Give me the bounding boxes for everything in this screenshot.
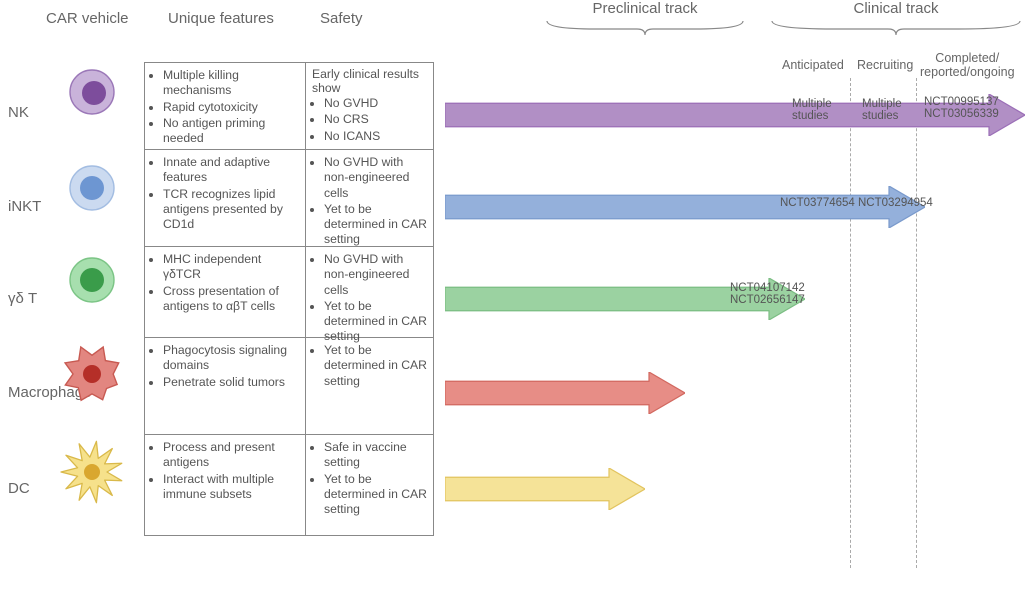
dc-cell-icon — [58, 438, 126, 511]
feature-item: Cross presentation of antigens to αβT ce… — [163, 284, 299, 315]
row-label-inkt: iNKT — [8, 198, 41, 215]
table-row: MHC independent γδTCRCross presentation … — [145, 247, 433, 338]
feature-item: Interact with multiple immune subsets — [163, 472, 299, 503]
feature-item: Phagocytosis signaling domains — [163, 343, 299, 374]
feature-item: Rapid cytotoxicity — [163, 100, 299, 115]
table-row: Process and present antigensInteract wit… — [145, 435, 433, 535]
nk-arrow-label-2: NCT00995137NCT03056339 — [924, 96, 999, 120]
row-label-gdt: γδ T — [8, 290, 37, 307]
brace-label: Clinical track — [770, 0, 1022, 17]
col-header-vehicle: CAR vehicle — [46, 10, 129, 27]
feature-item: MHC independent γδTCR — [163, 252, 299, 283]
inkt-arrow-label-1: NCT03294954 — [858, 197, 933, 209]
dc-progress-arrow — [445, 468, 645, 515]
inkt-arrow-label-0: NCT03774654 — [780, 197, 855, 209]
safety-item: No ICANS — [324, 129, 427, 144]
features-cell: Multiple killing mechanismsRapid cytotox… — [145, 63, 306, 149]
gdt-cell-icon — [56, 244, 128, 321]
row-label-dc: DC — [8, 480, 30, 497]
safety-lead: Early clinical results show — [312, 67, 427, 95]
safety-cell: Yet to be determined in CAR setting — [306, 338, 433, 434]
row-label-nk: NK — [8, 104, 29, 121]
safety-item: Yet to be determined in CAR setting — [324, 472, 427, 518]
features-cell: Process and present antigensInteract wit… — [145, 435, 306, 535]
features-cell: Innate and adaptive featuresTCR recogniz… — [145, 150, 306, 246]
safety-item: No GVHD with non-engineered cells — [324, 155, 427, 201]
brace-label: Preclinical track — [545, 0, 745, 17]
col-header-features: Unique features — [168, 10, 274, 27]
safety-item: No GVHD — [324, 96, 427, 111]
safety-item: Yet to be determined in CAR setting — [324, 202, 427, 248]
stage-recruiting: Recruiting — [857, 58, 913, 72]
stage-completed: Completed/reported/ongoing — [920, 51, 1015, 79]
inkt-progress-arrow — [445, 186, 925, 233]
nk-arrow-label-0: Multiplestudies — [792, 98, 832, 122]
nk-cell-icon — [56, 56, 128, 133]
features-cell: MHC independent γδTCRCross presentation … — [145, 247, 306, 337]
safety-cell: Safe in vaccine settingYet to be determi… — [306, 435, 433, 535]
gdt-arrow-label-0: NCT04107142NCT02656147 — [730, 282, 805, 306]
nk-arrow-label-1: Multiplestudies — [862, 98, 902, 122]
safety-cell: No GVHD with non-engineered cellsYet to … — [306, 247, 433, 337]
features-cell: Phagocytosis signaling domainsPenetrate … — [145, 338, 306, 434]
table-row: Multiple killing mechanismsRapid cytotox… — [145, 63, 433, 150]
brace-preclinical: Preclinical track — [545, 0, 745, 35]
feature-item: TCR recognizes lipid antigens presented … — [163, 187, 299, 233]
safety-item: Yet to be determined in CAR setting — [324, 343, 427, 389]
feature-item: Multiple killing mechanisms — [163, 68, 299, 99]
feature-item: Innate and adaptive features — [163, 155, 299, 186]
feature-item: Process and present antigens — [163, 440, 299, 471]
safety-cell: No GVHD with non-engineered cellsYet to … — [306, 150, 433, 246]
feature-item: Penetrate solid tumors — [163, 375, 299, 390]
col-header-safety: Safety — [320, 10, 363, 27]
track-divider-1 — [916, 78, 917, 568]
safety-cell: Early clinical results showNo GVHDNo CRS… — [306, 63, 433, 149]
inkt-cell-icon — [56, 152, 128, 229]
safety-item: Safe in vaccine setting — [324, 440, 427, 471]
brace-clinical: Clinical track — [770, 0, 1022, 35]
table-row: Phagocytosis signaling domainsPenetrate … — [145, 338, 433, 435]
macro-progress-arrow — [445, 372, 685, 419]
safety-item: No CRS — [324, 112, 427, 127]
track-divider-0 — [850, 78, 851, 568]
feature-table: Multiple killing mechanismsRapid cytotox… — [144, 62, 434, 536]
feature-item: No antigen priming needed — [163, 116, 299, 147]
table-row: Innate and adaptive featuresTCR recogniz… — [145, 150, 433, 247]
safety-item: No GVHD with non-engineered cells — [324, 252, 427, 298]
stage-anticipated: Anticipated — [782, 58, 844, 72]
macro-cell-icon — [54, 336, 130, 417]
